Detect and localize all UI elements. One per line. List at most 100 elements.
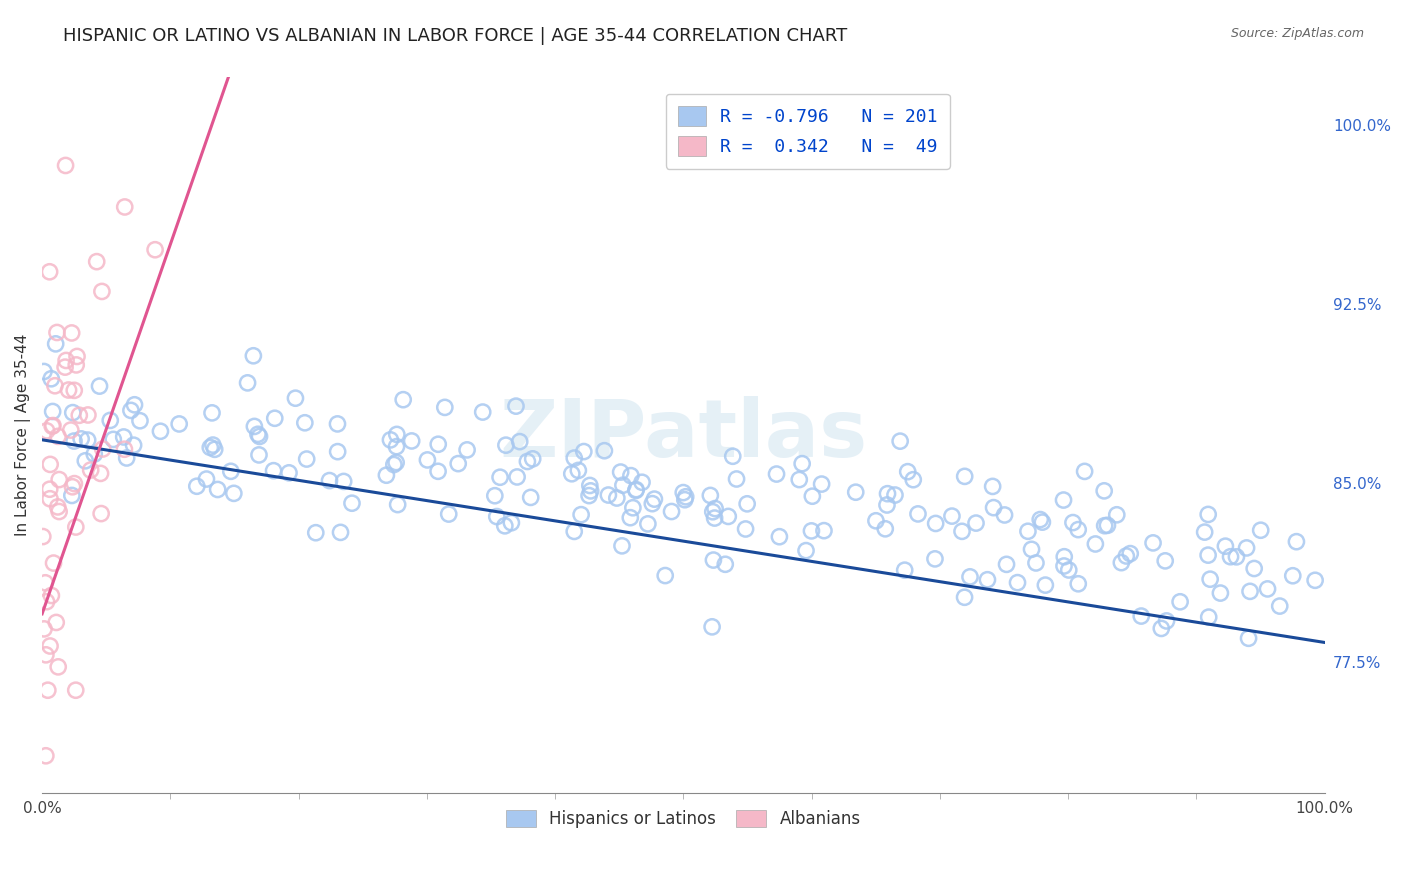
- Point: [484, 489, 506, 503]
- Point: [1197, 548, 1219, 562]
- Point: [385, 427, 408, 442]
- Point: [34, 575, 56, 590]
- Point: [734, 522, 756, 536]
- Point: [401, 434, 423, 448]
- Point: [672, 485, 695, 500]
- Point: [326, 444, 349, 458]
- Point: [242, 349, 264, 363]
- Point: [717, 509, 740, 524]
- Point: [876, 486, 898, 500]
- Point: [375, 468, 398, 483]
- Point: [1053, 559, 1076, 574]
- Point: [572, 444, 595, 458]
- Point: [1198, 610, 1220, 624]
- Point: [661, 504, 683, 518]
- Point: [294, 416, 316, 430]
- Point: [721, 450, 744, 464]
- Point: [953, 591, 976, 605]
- Point: [90, 285, 112, 299]
- Point: [561, 467, 583, 481]
- Point: [195, 472, 218, 486]
- Point: [62, 406, 84, 420]
- Point: [505, 399, 527, 413]
- Point: [149, 424, 172, 438]
- Point: [427, 437, 450, 451]
- Point: [1025, 556, 1047, 570]
- Point: [103, 433, 125, 447]
- Point: [55, 158, 77, 172]
- Point: [471, 405, 494, 419]
- Point: [612, 478, 634, 492]
- Point: [83, 447, 105, 461]
- Point: [1194, 525, 1216, 540]
- Point: [385, 440, 408, 454]
- Point: [98, 413, 121, 427]
- Point: [1250, 523, 1272, 537]
- Point: [42, 418, 65, 433]
- Point: [326, 417, 349, 431]
- Point: [66, 350, 89, 364]
- Point: [48, 473, 70, 487]
- Point: [1029, 512, 1052, 526]
- Point: [1105, 508, 1128, 522]
- Point: [222, 486, 245, 500]
- Point: [1119, 547, 1142, 561]
- Point: [643, 492, 665, 507]
- Point: [437, 507, 460, 521]
- Point: [1225, 549, 1247, 564]
- Point: [765, 467, 787, 481]
- Point: [63, 476, 86, 491]
- Point: [380, 433, 402, 447]
- Point: [495, 438, 517, 452]
- Point: [1092, 483, 1115, 498]
- Point: [249, 429, 271, 443]
- Point: [620, 468, 643, 483]
- Point: [67, 409, 90, 423]
- Point: [703, 511, 725, 525]
- Point: [501, 516, 523, 530]
- Point: [46, 660, 69, 674]
- Point: [35, 648, 58, 662]
- Point: [62, 480, 84, 494]
- Point: [305, 525, 328, 540]
- Point: [903, 473, 925, 487]
- Point: [44, 378, 66, 392]
- Point: [569, 508, 592, 522]
- Point: [1035, 578, 1057, 592]
- Point: [263, 464, 285, 478]
- Point: [924, 552, 946, 566]
- Point: [494, 518, 516, 533]
- Point: [46, 429, 69, 443]
- Point: [976, 573, 998, 587]
- Point: [1168, 595, 1191, 609]
- Point: [1219, 549, 1241, 564]
- Point: [385, 456, 408, 470]
- Point: [562, 451, 585, 466]
- Point: [800, 524, 823, 538]
- Point: [1237, 632, 1260, 646]
- Point: [983, 500, 1005, 515]
- Point: [114, 200, 136, 214]
- Point: [65, 358, 87, 372]
- Point: [39, 491, 62, 506]
- Point: [1257, 582, 1279, 596]
- Point: [579, 478, 602, 492]
- Point: [907, 507, 929, 521]
- Point: [60, 326, 83, 340]
- Point: [90, 467, 112, 481]
- Point: [941, 509, 963, 524]
- Point: [63, 434, 86, 448]
- Point: [246, 427, 269, 442]
- Point: [953, 469, 976, 483]
- Point: [897, 465, 920, 479]
- Point: [318, 474, 340, 488]
- Point: [768, 530, 790, 544]
- Point: [1111, 556, 1133, 570]
- Point: [1215, 539, 1237, 553]
- Point: [278, 466, 301, 480]
- Point: [65, 683, 87, 698]
- Point: [39, 372, 62, 386]
- Point: [46, 326, 69, 340]
- Point: [522, 451, 544, 466]
- Point: [725, 472, 748, 486]
